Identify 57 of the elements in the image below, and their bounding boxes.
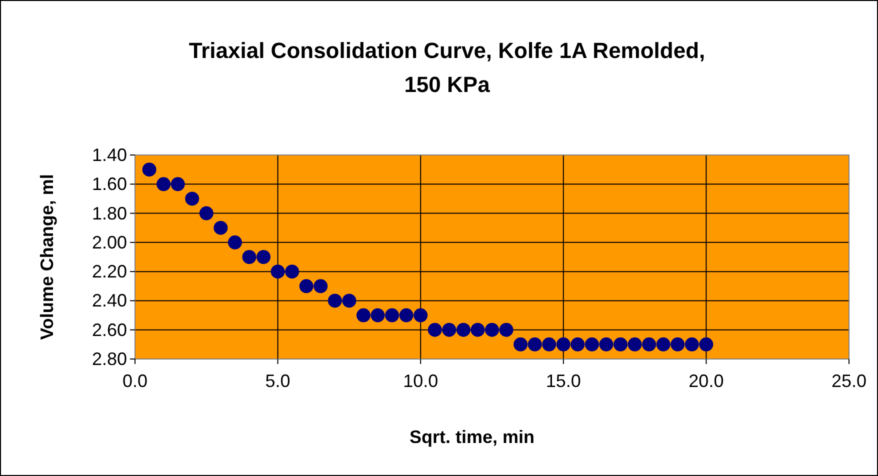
- x-tick-label: 25.0: [831, 371, 867, 391]
- point: [428, 322, 442, 337]
- chart-title: Triaxial Consolidation Curve, Kolfe 1A Remolded, 150 KPa: [188, 38, 706, 97]
- point: [570, 337, 585, 352]
- point: [414, 308, 428, 322]
- point: [542, 337, 556, 352]
- point: [456, 322, 470, 337]
- y-tick-label: 2.80: [92, 349, 127, 369]
- point: [270, 264, 285, 279]
- x-tick-label: 5.0: [265, 371, 290, 391]
- point: [256, 250, 271, 264]
- point: [684, 337, 699, 352]
- point: [656, 337, 670, 352]
- point: [342, 294, 356, 308]
- point: [499, 322, 514, 337]
- y-tick-label: 2.00: [92, 232, 127, 252]
- point: [228, 235, 242, 250]
- point: [599, 337, 614, 352]
- x-tick-label: 0.0: [122, 371, 148, 391]
- point: [584, 337, 599, 352]
- point: [628, 337, 642, 352]
- point: [314, 279, 328, 294]
- point: [470, 322, 485, 337]
- point: [670, 337, 685, 352]
- y-tick-label: 2.60: [92, 320, 127, 340]
- y-tick-label: 2.40: [92, 290, 127, 311]
- x-tick-label: 10.0: [403, 371, 438, 391]
- point: [142, 162, 156, 177]
- point: [642, 337, 656, 352]
- point: [614, 337, 628, 352]
- point: [699, 337, 714, 352]
- point: [214, 220, 228, 235]
- y-tick-label: 1.80: [92, 203, 127, 224]
- point: [485, 322, 499, 337]
- point: [556, 337, 570, 352]
- point: [442, 322, 456, 337]
- point: [528, 337, 542, 352]
- point: [170, 177, 185, 192]
- point: [514, 337, 528, 352]
- point: [299, 279, 314, 294]
- point: [242, 250, 256, 264]
- point: [285, 264, 300, 279]
- y-axis-title: Volume Change, ml: [37, 174, 57, 340]
- point: [156, 177, 171, 192]
- x-axis-title: Sqrt. time, min: [409, 427, 535, 447]
- y-tick-label: 1.40: [92, 145, 127, 165]
- point: [328, 294, 342, 308]
- point: [199, 206, 214, 220]
- x-tick-label: 20.0: [688, 371, 724, 391]
- point: [370, 308, 385, 322]
- x-tick-label: 15.0: [546, 371, 581, 391]
- y-tick-label: 1.60: [92, 174, 127, 194]
- point: [385, 308, 400, 322]
- y-tick-label: 2.20: [92, 262, 127, 282]
- point: [399, 308, 414, 322]
- point: [356, 308, 370, 322]
- point: [185, 192, 200, 206]
